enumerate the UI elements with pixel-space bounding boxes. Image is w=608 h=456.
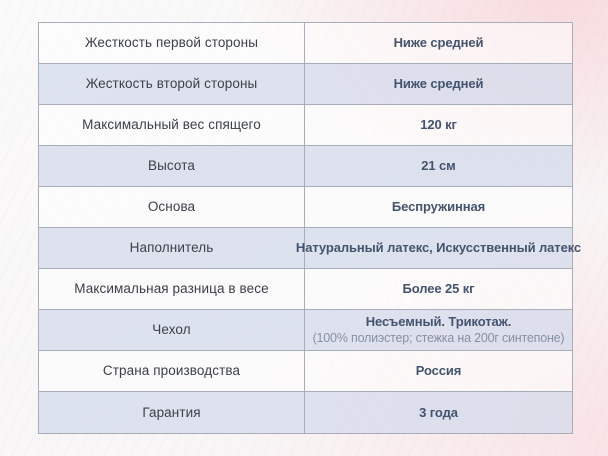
spec-value: 21 см	[421, 158, 456, 173]
table-row: Страна производства Россия	[39, 351, 572, 392]
spec-value: Более 25 кг	[402, 281, 475, 296]
spec-value: Натуральный латекс, Искусственный латекс	[295, 240, 582, 255]
spec-value-cell: 21 см	[305, 146, 572, 186]
spec-label: Страна производства	[102, 363, 241, 378]
spec-label-cell: Наполнитель	[39, 228, 305, 268]
table-row: Основа Беспружинная	[39, 187, 572, 228]
spec-label-cell: Страна производства	[39, 351, 305, 391]
spec-label: Чехол	[152, 322, 191, 337]
spec-value-cell: Ниже средней	[305, 64, 572, 104]
spec-value: 120 кг	[420, 117, 457, 132]
specs-table: Жесткость первой стороны Ниже средней Же…	[38, 22, 581, 434]
spec-label: Основа	[147, 199, 196, 214]
spec-label-cell: Жесткость второй стороны	[39, 64, 305, 104]
spec-value: 3 года	[419, 404, 458, 420]
spec-value-cell: Более 25 кг	[305, 269, 572, 309]
spec-value-cell: Беспружинная	[305, 187, 572, 227]
spec-label-cell: Чехол	[39, 310, 305, 350]
spec-label: Максимальная разница в весе	[74, 281, 269, 296]
table-row: Жесткость второй стороны Ниже средней	[39, 64, 572, 105]
spec-value-cell: Натуральный латекс, Искусственный латекс	[296, 228, 581, 268]
spec-label: Жесткость первой стороны	[84, 35, 259, 50]
table-row: Максимальный вес спящего 120 кг	[39, 105, 572, 146]
spec-value-cell: 3 года	[305, 392, 572, 433]
spec-label-cell: Гарантия	[39, 392, 305, 433]
table-row: Наполнитель Натуральный латекс, Искусств…	[39, 228, 581, 269]
spec-value-cell: 120 кг	[305, 105, 572, 145]
spec-label: Максимальный вес спящего	[82, 117, 261, 132]
spec-value-cell: Несъемный. Трикотаж. (100% полиэстер; ст…	[305, 310, 572, 350]
table-row: Чехол Несъемный. Трикотаж. (100% полиэст…	[39, 310, 572, 351]
spec-label-cell: Основа	[39, 187, 305, 227]
spec-value: Несъемный. Трикотаж.	[365, 314, 512, 329]
table-row: Гарантия 3 года	[39, 392, 572, 433]
spec-label-cell: Жесткость первой стороны	[39, 23, 305, 63]
spec-label-cell: Максимальный вес спящего	[39, 105, 305, 145]
spec-label: Наполнитель	[129, 240, 214, 255]
spec-value: Россия	[415, 363, 462, 378]
table-row: Жесткость первой стороны Ниже средней	[39, 23, 572, 64]
spec-value: Ниже средней	[393, 76, 484, 91]
table-row: Максимальная разница в весе Более 25 кг	[39, 269, 572, 310]
table-row: Высота 21 см	[39, 146, 572, 187]
spec-label: Высота	[148, 158, 195, 173]
spec-label-cell: Высота	[39, 146, 305, 186]
spec-label: Гарантия	[142, 404, 201, 420]
spec-value-cell: Россия	[305, 351, 572, 391]
spec-value-cell: Ниже средней	[305, 23, 572, 63]
spec-value-note: (100% полиэстер; стежка на 200г синтепон…	[312, 331, 565, 345]
spec-value: Беспружинная	[391, 199, 486, 214]
spec-value: Ниже средней	[393, 35, 484, 50]
spec-label: Жесткость второй стороны	[85, 76, 258, 91]
spec-label-cell: Максимальная разница в весе	[39, 269, 305, 309]
